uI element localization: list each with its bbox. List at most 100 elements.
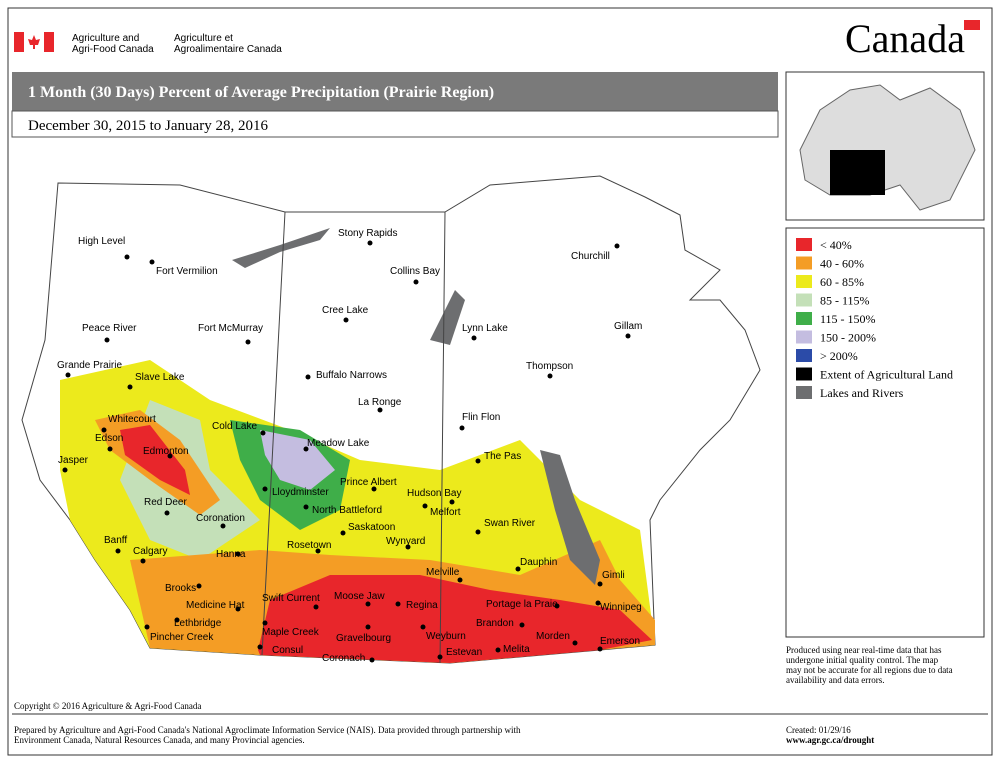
city-label: Peace River xyxy=(82,323,137,334)
city-label: Whitecourt xyxy=(108,414,156,425)
legend-swatch xyxy=(796,312,812,325)
city-label: Moose Jaw xyxy=(334,591,385,602)
city-dot xyxy=(62,467,68,473)
city-dot xyxy=(449,499,455,505)
legend-swatch xyxy=(796,367,812,381)
legend-label: > 200% xyxy=(820,349,858,363)
city-dot xyxy=(140,558,146,564)
dept-en: Agri-Food Canada xyxy=(72,44,154,55)
legend-label: 85 - 115% xyxy=(820,294,870,308)
dept-fr: Agroalimentaire Canada xyxy=(174,44,282,55)
city-dot xyxy=(471,335,477,341)
city-dot xyxy=(124,254,130,260)
legend-label: 60 - 85% xyxy=(820,275,864,289)
city-label: Slave Lake xyxy=(135,372,185,383)
city-dot xyxy=(149,259,155,265)
city-dot xyxy=(257,644,263,650)
city-dot xyxy=(369,657,375,663)
city-label: Banff xyxy=(104,535,127,546)
band-lt-40 xyxy=(258,575,652,663)
title-bar xyxy=(12,72,778,111)
city-dot xyxy=(475,529,481,535)
wordmark-flag xyxy=(964,20,980,30)
inset-prairies xyxy=(830,150,885,195)
city-label: Lynn Lake xyxy=(462,323,508,334)
date-range: December 30, 2015 to January 28, 2016 xyxy=(28,118,268,134)
legend-swatch xyxy=(796,275,812,288)
city-dot xyxy=(515,566,521,572)
city-dot xyxy=(475,458,481,464)
city-label: Gillam xyxy=(614,321,642,332)
city-label: Gimli xyxy=(602,570,625,581)
city-dot xyxy=(220,523,226,529)
city-label: Grande Prairie xyxy=(57,360,122,371)
band-150-200 xyxy=(260,430,335,490)
city-label: Red Deer xyxy=(144,497,187,508)
city-label: North Battleford xyxy=(312,505,382,516)
city-dot xyxy=(303,504,309,510)
city-label: Calgary xyxy=(133,546,167,557)
city-dot xyxy=(413,279,419,285)
city-label: Weyburn xyxy=(426,631,466,642)
city-dot xyxy=(420,624,426,630)
legend-swatch xyxy=(796,330,812,344)
city-dot xyxy=(174,617,180,623)
map xyxy=(21,175,761,664)
city-label: Morden xyxy=(536,631,570,642)
province-border xyxy=(261,211,446,664)
legend-swatch xyxy=(796,293,812,307)
city-dot xyxy=(405,544,411,550)
city-label: Jasper xyxy=(58,455,89,466)
city-dot xyxy=(597,646,603,652)
city-dot xyxy=(235,551,241,557)
city-dot xyxy=(315,548,321,554)
city-dot xyxy=(572,640,578,646)
city-label: Melita xyxy=(503,644,530,655)
city-label: Pincher Creek xyxy=(150,632,214,643)
city-dot xyxy=(343,317,349,323)
legend-label: Lakes and Rivers xyxy=(820,386,904,400)
city-dot xyxy=(437,654,443,660)
city-dot xyxy=(547,373,553,379)
city-dot xyxy=(65,372,71,378)
city-dot xyxy=(167,453,173,459)
city-label: Winnipeg xyxy=(600,602,642,613)
city-label: Estevan xyxy=(446,647,482,658)
city-label: Swift Current xyxy=(262,593,320,604)
city-dot xyxy=(457,577,463,583)
wordmark: Canada xyxy=(845,16,965,61)
city-dot xyxy=(262,486,268,492)
city-label: La Ronge xyxy=(358,397,402,408)
legend-label: 40 - 60% xyxy=(820,257,864,271)
city-label: Brooks xyxy=(165,583,196,594)
legend-label: 150 - 200% xyxy=(820,331,876,345)
city-label: Swan River xyxy=(484,518,536,529)
city-dot xyxy=(101,427,107,433)
city-label: Emerson xyxy=(600,636,640,647)
legend-box xyxy=(785,227,985,638)
note: may not be accurate for all regions due … xyxy=(786,665,953,675)
city-label: Edson xyxy=(95,433,123,444)
city-dot xyxy=(519,622,525,628)
legend-swatch xyxy=(796,386,812,399)
lake-winnipeg xyxy=(540,450,600,585)
city-label: Lloydminster xyxy=(272,487,329,498)
created: Created: 01/29/16 xyxy=(786,725,851,735)
city-dot xyxy=(365,601,371,607)
city-label: Melville xyxy=(426,567,460,578)
city-label: High Level xyxy=(78,236,125,247)
city-dot xyxy=(164,510,170,516)
city-dot xyxy=(495,647,501,653)
legend-label: Extent of Agricultural Land xyxy=(820,368,953,382)
city-label: Cold Lake xyxy=(212,421,257,432)
note: undergone initial quality control. The m… xyxy=(786,655,939,665)
legend-label: < 40% xyxy=(820,238,852,252)
dept-en: Agriculture and xyxy=(72,33,139,44)
legend-swatch xyxy=(796,349,812,362)
city-label: Rosetown xyxy=(287,540,331,551)
city-label: Lethbridge xyxy=(174,618,222,629)
city-dot xyxy=(395,601,401,607)
prepared: Environment Canada, Natural Resources Ca… xyxy=(14,735,305,745)
city-label: Fort McMurray xyxy=(198,323,263,334)
